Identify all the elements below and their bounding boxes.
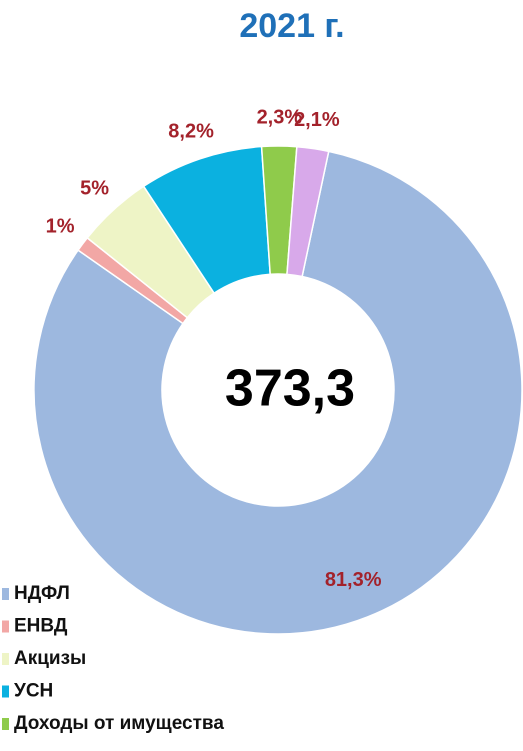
legend-label: УСН <box>14 681 53 702</box>
data-label: 81,3% <box>325 569 382 591</box>
legend-swatch <box>2 620 9 633</box>
legend-swatch <box>2 588 9 600</box>
chart-title: 2021 г. <box>239 7 344 45</box>
donut-slice <box>33 150 523 635</box>
data-label: 1% <box>46 215 75 237</box>
legend-swatch <box>2 718 9 730</box>
data-label: 2,1% <box>294 109 340 131</box>
legend-swatch <box>2 685 9 698</box>
center-label: 373,3 <box>225 360 355 418</box>
data-label: 5% <box>80 177 109 199</box>
legend-label: НДФЛ <box>14 583 70 604</box>
data-label: 8,2% <box>168 121 214 143</box>
legend-label: Акцизы <box>14 648 86 669</box>
legend-label: ЕНВД <box>14 616 68 637</box>
legend-swatch <box>2 653 9 665</box>
legend-label: Доходы от имущества <box>14 713 224 734</box>
donut-slice <box>286 145 330 278</box>
data-label: 2,3% <box>257 106 303 128</box>
